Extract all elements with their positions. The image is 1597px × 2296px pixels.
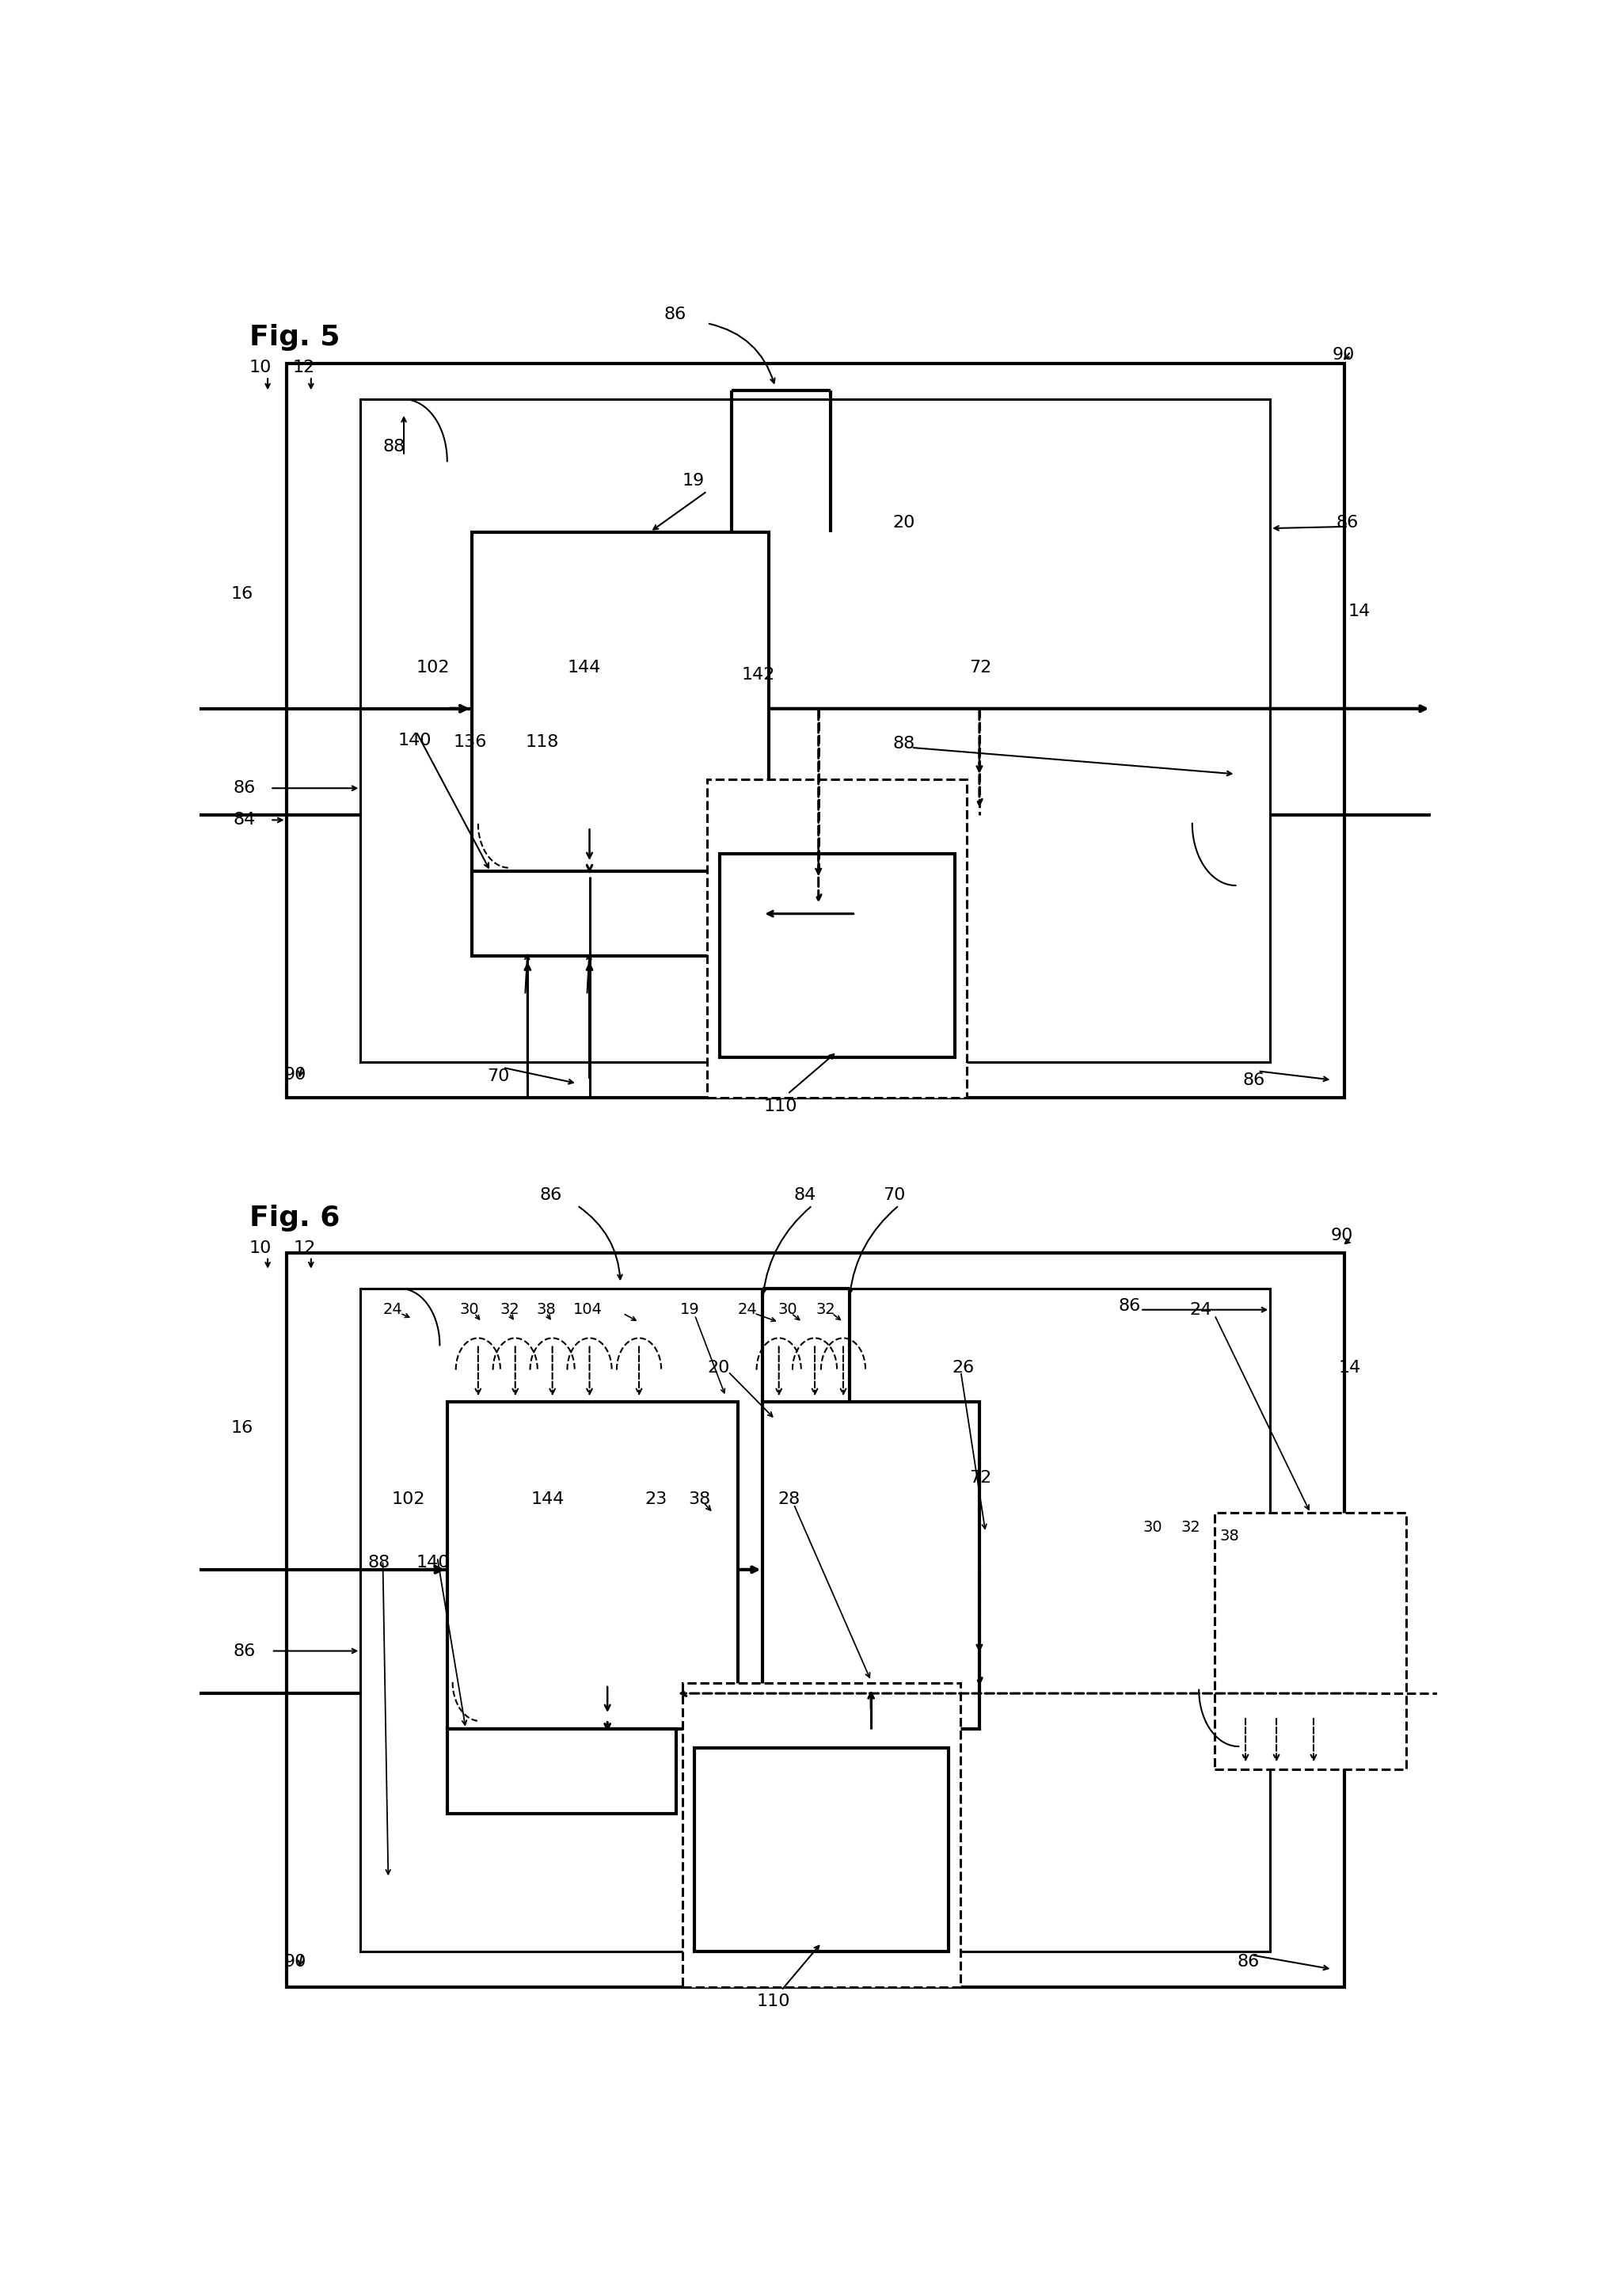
Text: 110: 110 bbox=[757, 1993, 791, 2009]
Bar bbox=[361, 400, 1270, 1063]
Text: 30: 30 bbox=[460, 1302, 479, 1318]
Bar bbox=[682, 1683, 961, 1986]
Text: 10: 10 bbox=[249, 1240, 271, 1256]
Text: Fig. 6: Fig. 6 bbox=[249, 1205, 340, 1231]
Text: 144: 144 bbox=[532, 1490, 565, 1506]
Text: 86: 86 bbox=[1236, 1954, 1258, 1970]
Text: 16: 16 bbox=[230, 1421, 252, 1435]
Text: 19: 19 bbox=[680, 1302, 699, 1318]
Text: 72: 72 bbox=[969, 1469, 992, 1486]
Bar bbox=[695, 1747, 949, 1952]
Text: 19: 19 bbox=[682, 473, 704, 489]
Text: 136: 136 bbox=[454, 735, 487, 751]
Text: 86: 86 bbox=[1335, 514, 1357, 530]
Text: 14: 14 bbox=[1348, 604, 1370, 620]
Text: 12: 12 bbox=[292, 360, 315, 374]
Text: 102: 102 bbox=[417, 659, 450, 675]
Bar bbox=[286, 365, 1345, 1097]
Text: 102: 102 bbox=[391, 1490, 425, 1506]
Text: 30: 30 bbox=[778, 1302, 797, 1318]
Bar bbox=[473, 870, 763, 955]
Text: 86: 86 bbox=[233, 1644, 256, 1660]
Text: 12: 12 bbox=[294, 1240, 316, 1256]
Bar bbox=[707, 778, 966, 1097]
Text: 20: 20 bbox=[707, 1359, 730, 1375]
Bar bbox=[447, 1729, 676, 1814]
Text: 32: 32 bbox=[1182, 1520, 1201, 1534]
Text: Fig. 5: Fig. 5 bbox=[249, 324, 340, 351]
Text: 26: 26 bbox=[952, 1359, 974, 1375]
Text: 24: 24 bbox=[738, 1302, 757, 1318]
Text: 104: 104 bbox=[573, 1302, 602, 1318]
Text: 88: 88 bbox=[383, 439, 406, 455]
Text: 70: 70 bbox=[487, 1068, 509, 1084]
Text: 84: 84 bbox=[794, 1187, 816, 1203]
Text: 10: 10 bbox=[249, 360, 271, 374]
Text: 90: 90 bbox=[284, 1068, 307, 1081]
Text: 86: 86 bbox=[1118, 1297, 1140, 1313]
Text: 30: 30 bbox=[1143, 1520, 1163, 1534]
Text: 88: 88 bbox=[367, 1554, 390, 1570]
Text: 86: 86 bbox=[233, 781, 256, 797]
Text: 140: 140 bbox=[398, 732, 431, 748]
Text: 90: 90 bbox=[1332, 347, 1354, 363]
Text: 14: 14 bbox=[1338, 1359, 1361, 1375]
Text: 38: 38 bbox=[537, 1302, 556, 1318]
Bar bbox=[286, 1254, 1345, 1986]
Bar bbox=[361, 1288, 1270, 1952]
Bar bbox=[473, 533, 770, 877]
Text: 86: 86 bbox=[1242, 1072, 1265, 1088]
Text: 32: 32 bbox=[500, 1302, 521, 1318]
Text: 20: 20 bbox=[893, 514, 915, 530]
Text: 90: 90 bbox=[1330, 1228, 1353, 1244]
Text: 72: 72 bbox=[969, 659, 992, 675]
Text: 88: 88 bbox=[893, 737, 915, 751]
Bar bbox=[1214, 1513, 1407, 1770]
Text: 86: 86 bbox=[664, 305, 687, 321]
Text: 142: 142 bbox=[741, 668, 775, 682]
Text: 110: 110 bbox=[763, 1097, 797, 1114]
Text: 32: 32 bbox=[816, 1302, 835, 1318]
Text: 86: 86 bbox=[540, 1187, 562, 1203]
Text: 23: 23 bbox=[645, 1490, 668, 1506]
Bar bbox=[719, 854, 955, 1056]
Text: 144: 144 bbox=[567, 659, 600, 675]
Text: 38: 38 bbox=[688, 1490, 711, 1506]
Text: 84: 84 bbox=[233, 813, 256, 829]
Text: 140: 140 bbox=[417, 1554, 450, 1570]
Bar bbox=[447, 1401, 738, 1729]
Text: 28: 28 bbox=[778, 1490, 800, 1506]
Text: 118: 118 bbox=[525, 735, 559, 751]
Text: 16: 16 bbox=[230, 585, 252, 602]
Bar bbox=[763, 1401, 979, 1729]
Text: 24: 24 bbox=[1190, 1302, 1212, 1318]
Text: 70: 70 bbox=[883, 1187, 905, 1203]
Text: 38: 38 bbox=[1220, 1529, 1239, 1543]
Text: 90: 90 bbox=[284, 1954, 307, 1970]
Text: 24: 24 bbox=[383, 1302, 402, 1318]
